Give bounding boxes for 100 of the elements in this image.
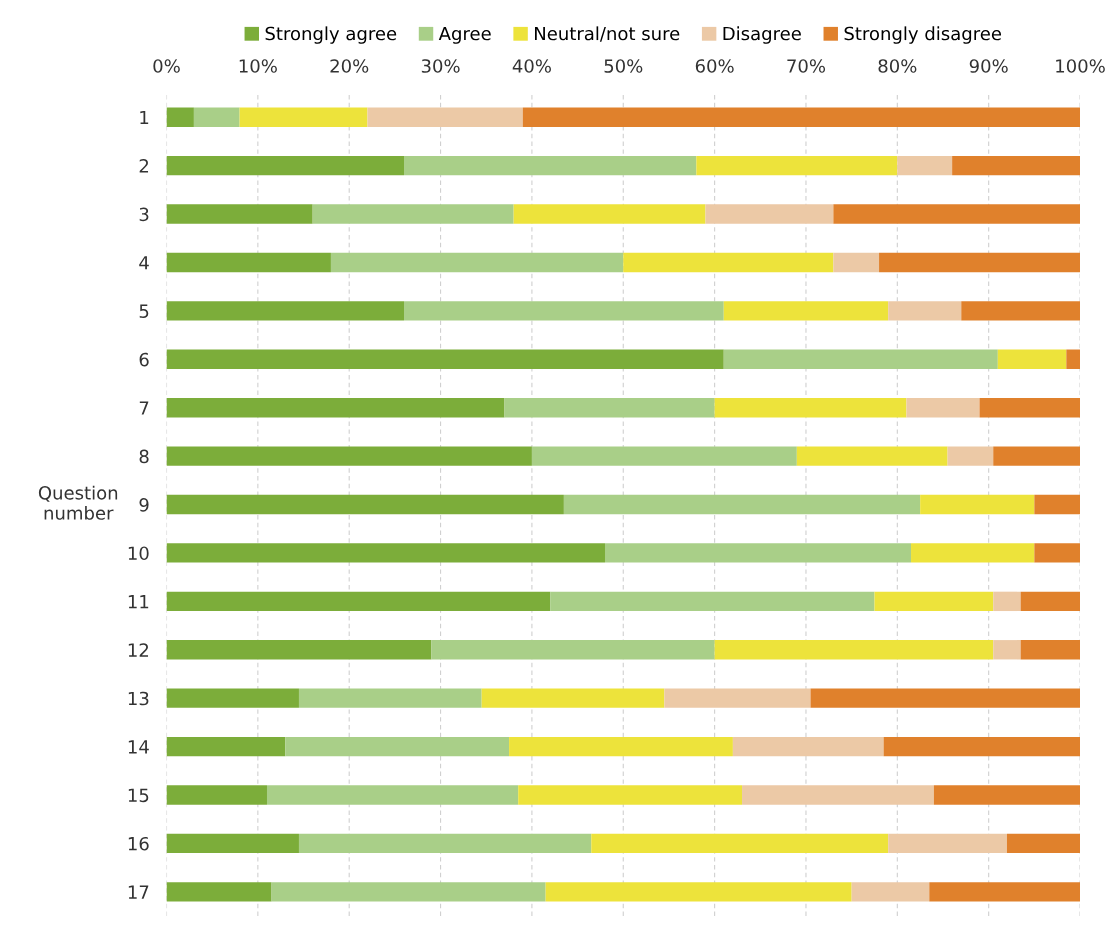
bar xyxy=(714,640,994,660)
bar xyxy=(166,591,551,612)
bar xyxy=(591,833,889,854)
bar xyxy=(664,688,811,708)
y-tick-label: 9 xyxy=(139,497,149,512)
bar xyxy=(166,398,505,418)
bar xyxy=(166,543,605,563)
bar xyxy=(166,785,267,805)
bar xyxy=(742,785,934,805)
bar xyxy=(623,252,834,273)
bar xyxy=(266,785,519,805)
bar xyxy=(166,640,432,660)
bar xyxy=(166,688,299,708)
bar xyxy=(883,736,1081,757)
x-tick-label: 10% xyxy=(239,59,277,73)
bar xyxy=(166,349,724,369)
bar xyxy=(513,204,706,224)
bar xyxy=(545,882,852,902)
bar xyxy=(897,155,953,176)
bar xyxy=(1034,543,1081,563)
bar xyxy=(933,785,1081,805)
bar xyxy=(906,398,980,418)
bar xyxy=(920,494,1035,515)
bar xyxy=(166,107,194,127)
bar xyxy=(888,833,1007,854)
bar xyxy=(997,349,1067,369)
bar xyxy=(1034,494,1081,515)
bar xyxy=(563,494,921,515)
bar xyxy=(1020,591,1081,612)
bar xyxy=(604,543,912,563)
bar xyxy=(993,640,1021,660)
bar xyxy=(732,736,884,757)
y-tick-label: 10 xyxy=(128,546,149,561)
y-tick-label: 3 xyxy=(139,207,149,222)
bar xyxy=(911,543,1035,563)
bar xyxy=(504,398,715,418)
bar xyxy=(1006,833,1081,854)
y-axis-title: Question number xyxy=(38,485,118,520)
bar xyxy=(810,688,1081,708)
bar xyxy=(1020,640,1081,660)
bar xyxy=(166,252,331,273)
bar xyxy=(285,736,510,757)
bar xyxy=(193,107,240,127)
bar xyxy=(952,155,1081,176)
x-tick-label: 100% xyxy=(1056,59,1105,73)
bar xyxy=(166,204,313,224)
x-tick-label: 40% xyxy=(512,59,551,73)
y-tick-label: 5 xyxy=(139,304,149,318)
x-tick-label: 70% xyxy=(787,59,826,73)
y-tick-label: 8 xyxy=(139,449,149,464)
bar xyxy=(705,204,834,224)
x-tick-label: 30% xyxy=(421,59,460,73)
legend-label: Neutral/not sure xyxy=(535,26,680,42)
bar xyxy=(404,155,697,176)
bar xyxy=(723,349,998,369)
bar xyxy=(1066,349,1081,369)
x-tick-label: 0% xyxy=(153,59,180,73)
bar xyxy=(166,736,286,757)
bar xyxy=(979,398,1081,418)
y-tick-label: 6 xyxy=(139,352,149,367)
legend-label: Agree xyxy=(438,26,491,44)
legend-label: Strongly disagree xyxy=(844,26,1002,44)
bar xyxy=(166,301,405,321)
y-tick-label: 14 xyxy=(128,740,149,754)
bar xyxy=(851,882,930,902)
bar xyxy=(298,688,482,708)
x-tick-label: 80% xyxy=(878,59,917,73)
bar xyxy=(330,252,624,273)
y-tick-label: 17 xyxy=(128,885,149,899)
bar xyxy=(874,591,994,612)
bar xyxy=(431,640,715,660)
y-tick-label: 15 xyxy=(128,788,149,803)
y-tick-label: 12 xyxy=(128,643,149,657)
x-tick-label: 60% xyxy=(695,59,734,73)
bar xyxy=(522,107,1081,127)
bar xyxy=(550,591,875,612)
bar xyxy=(723,301,889,321)
bar xyxy=(404,301,724,321)
bar xyxy=(879,252,1081,273)
bar xyxy=(993,446,1081,466)
bar xyxy=(367,107,523,127)
bar xyxy=(166,155,405,176)
bar xyxy=(833,252,880,273)
bar xyxy=(796,446,948,466)
bar xyxy=(714,398,907,418)
bar xyxy=(947,446,994,466)
bar xyxy=(166,446,532,466)
bar xyxy=(518,785,743,805)
y-tick-label: 11 xyxy=(128,595,149,609)
bar xyxy=(696,155,898,176)
bar xyxy=(888,301,962,321)
bar xyxy=(298,833,592,854)
bar xyxy=(929,882,1081,902)
bar xyxy=(166,882,272,902)
bar xyxy=(531,446,797,466)
bar xyxy=(509,736,733,757)
bar xyxy=(961,301,1081,321)
bar xyxy=(833,204,1081,224)
legend-label: Strongly agree xyxy=(265,26,397,44)
x-tick-label: 50% xyxy=(604,59,643,73)
